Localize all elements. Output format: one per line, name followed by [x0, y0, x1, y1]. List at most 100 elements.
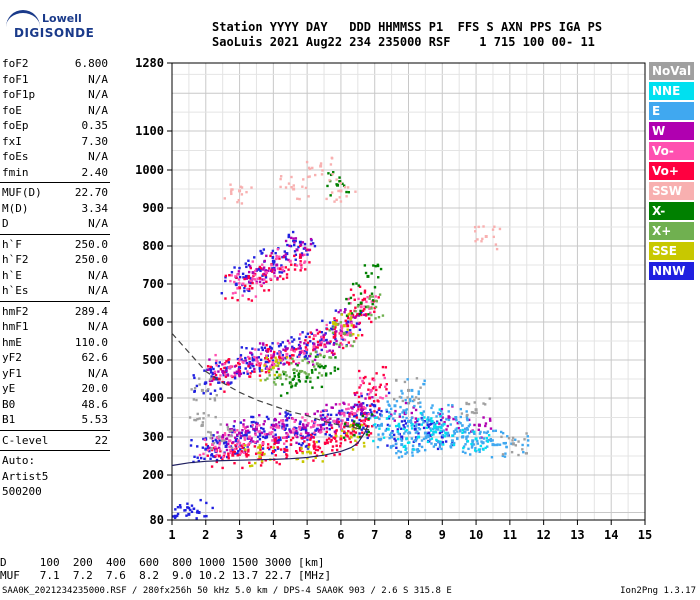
echo-point-nnw: [231, 430, 234, 434]
echo-point-e: [400, 439, 403, 442]
echo-point-nnw: [270, 452, 274, 455]
echo-point-e: [464, 443, 467, 446]
echo-point-vominus: [370, 300, 374, 303]
echo-point-e: [420, 445, 424, 449]
echo-point-nne: [451, 434, 454, 437]
echo-point-nnw: [394, 439, 397, 442]
echo-point-xminus: [297, 378, 301, 382]
echo-point-nnw: [320, 348, 323, 352]
echo-point-voplus: [270, 268, 274, 272]
echo-point-xminus: [326, 184, 329, 188]
echo-point-vominus: [381, 397, 384, 400]
param-row-fxi: fxI 7.30: [0, 134, 112, 150]
echo-point-xplus: [312, 365, 316, 368]
echo-point-nnw: [287, 435, 290, 438]
echo-point-vominus: [297, 355, 301, 358]
echo-point-nnw: [186, 502, 189, 505]
echo-point-vominus: [211, 443, 215, 447]
echo-point-sse: [335, 434, 338, 438]
echo-point-e: [393, 412, 396, 415]
echo-point-nne: [432, 425, 436, 428]
echo-point-w: [467, 418, 471, 422]
echo-point-w: [303, 342, 306, 345]
echo-point-nnw: [306, 444, 309, 448]
echo-point-vominus: [316, 423, 320, 427]
echo-point-w: [325, 341, 329, 345]
echo-point-w: [217, 370, 220, 373]
echo-point-sse: [271, 366, 275, 370]
echo-point-vominus: [304, 348, 308, 351]
echo-point-e: [514, 438, 517, 441]
echo-point-noval: [413, 398, 416, 402]
echo-point-w: [248, 362, 252, 366]
echo-point-xminus: [347, 191, 351, 194]
echo-point-voplus: [303, 440, 306, 443]
echo-point-e: [438, 445, 442, 449]
echo-point-e: [461, 435, 465, 438]
echo-point-e: [457, 421, 461, 424]
echo-point-nnw: [219, 456, 223, 459]
echo-point-w: [303, 436, 306, 439]
echo-point-ssw: [292, 184, 295, 187]
echo-point-nnw: [264, 436, 267, 440]
echo-point-vominus: [271, 439, 274, 442]
echo-point-sse: [301, 451, 304, 455]
echo-point-vominus: [221, 438, 224, 441]
echo-point-voplus: [254, 452, 258, 455]
echo-point-w: [298, 344, 302, 348]
echo-point-e: [419, 405, 422, 409]
echo-point-voplus: [385, 388, 388, 391]
echo-point-xminus: [345, 297, 348, 301]
echo-point-w: [294, 362, 298, 366]
echo-point-vominus: [309, 426, 313, 429]
echo-point-vominus: [241, 282, 245, 286]
echo-point-w: [289, 236, 293, 240]
echo-point-voplus: [324, 454, 328, 457]
echo-point-voplus: [247, 298, 250, 301]
echo-point-noval: [401, 399, 405, 403]
echo-point-vominus: [339, 425, 343, 428]
echo-point-voplus: [335, 440, 338, 443]
echo-point-nnw: [328, 423, 331, 427]
echo-point-xminus: [294, 384, 297, 387]
echo-point-w: [274, 436, 278, 439]
echo-point-vominus: [239, 356, 242, 359]
echo-point-e: [450, 439, 454, 443]
echo-point-nnw: [423, 420, 426, 423]
echo-point-noval: [197, 377, 201, 380]
echo-point-w: [295, 429, 298, 433]
echo-point-voplus: [223, 366, 226, 370]
echo-point-w: [360, 402, 363, 405]
echo-point-nnw: [211, 506, 214, 510]
echo-point-w: [207, 368, 210, 371]
echo-point-w: [354, 404, 357, 407]
param-key: yE: [2, 382, 16, 395]
echo-point-e: [389, 414, 392, 418]
echo-point-e: [376, 445, 380, 449]
echo-point-vominus: [213, 370, 217, 374]
echo-point-vominus: [367, 392, 371, 396]
param-value: 5.53: [81, 413, 109, 426]
echo-point-ssw: [491, 228, 495, 231]
echo-point-e: [386, 400, 389, 403]
echo-point-e: [435, 428, 438, 431]
echo-point-vominus: [269, 277, 272, 281]
echo-point-vominus: [222, 455, 225, 459]
echo-point-w: [360, 410, 364, 413]
echo-point-voplus: [219, 450, 222, 453]
echo-point-ssw: [343, 185, 347, 189]
echo-point-nnw: [265, 365, 268, 368]
echo-point-sse: [350, 316, 353, 319]
echo-point-nnw: [264, 276, 268, 279]
echo-point-nne: [438, 408, 442, 411]
echo-point-ssw: [311, 166, 314, 170]
echo-point-nnw: [291, 345, 294, 349]
echo-point-w: [262, 266, 266, 269]
echo-point-w: [269, 269, 272, 273]
echo-point-e: [422, 421, 425, 424]
echo-point-w: [272, 435, 275, 438]
echo-point-nnw: [348, 328, 352, 332]
echo-point-nnw: [365, 404, 369, 407]
echo-point-w: [330, 424, 333, 427]
echo-point-nne: [436, 426, 439, 429]
